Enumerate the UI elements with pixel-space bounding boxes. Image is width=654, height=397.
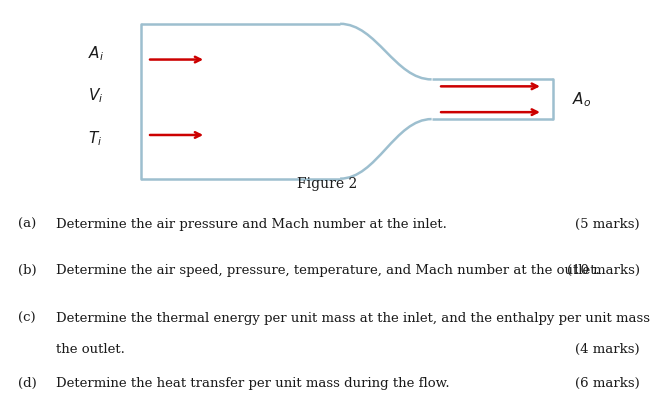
Text: Determine the heat transfer per unit mass during the flow.: Determine the heat transfer per unit mas… [56, 377, 449, 390]
Text: (c): (c) [18, 312, 36, 325]
Text: $A_i$: $A_i$ [88, 44, 105, 63]
Text: $T_i$: $T_i$ [88, 129, 103, 148]
Text: Figure 2: Figure 2 [297, 177, 357, 191]
Text: (a): (a) [18, 218, 37, 231]
Text: (10 marks): (10 marks) [566, 264, 640, 277]
Text: (5 marks): (5 marks) [575, 218, 640, 231]
Text: Determine the thermal energy per unit mass at the inlet, and the enthalpy per un: Determine the thermal energy per unit ma… [56, 312, 654, 325]
Text: the outlet.: the outlet. [56, 343, 124, 357]
Text: $V_i$: $V_i$ [88, 86, 103, 105]
Text: (d): (d) [18, 377, 37, 390]
Text: Determine the air speed, pressure, temperature, and Mach number at the outlet.: Determine the air speed, pressure, tempe… [56, 264, 599, 277]
Text: (4 marks): (4 marks) [575, 343, 640, 357]
Text: Determine the air pressure and Mach number at the inlet.: Determine the air pressure and Mach numb… [56, 218, 447, 231]
Text: (6 marks): (6 marks) [575, 377, 640, 390]
Text: (b): (b) [18, 264, 37, 277]
Text: $A_o$: $A_o$ [572, 90, 591, 109]
